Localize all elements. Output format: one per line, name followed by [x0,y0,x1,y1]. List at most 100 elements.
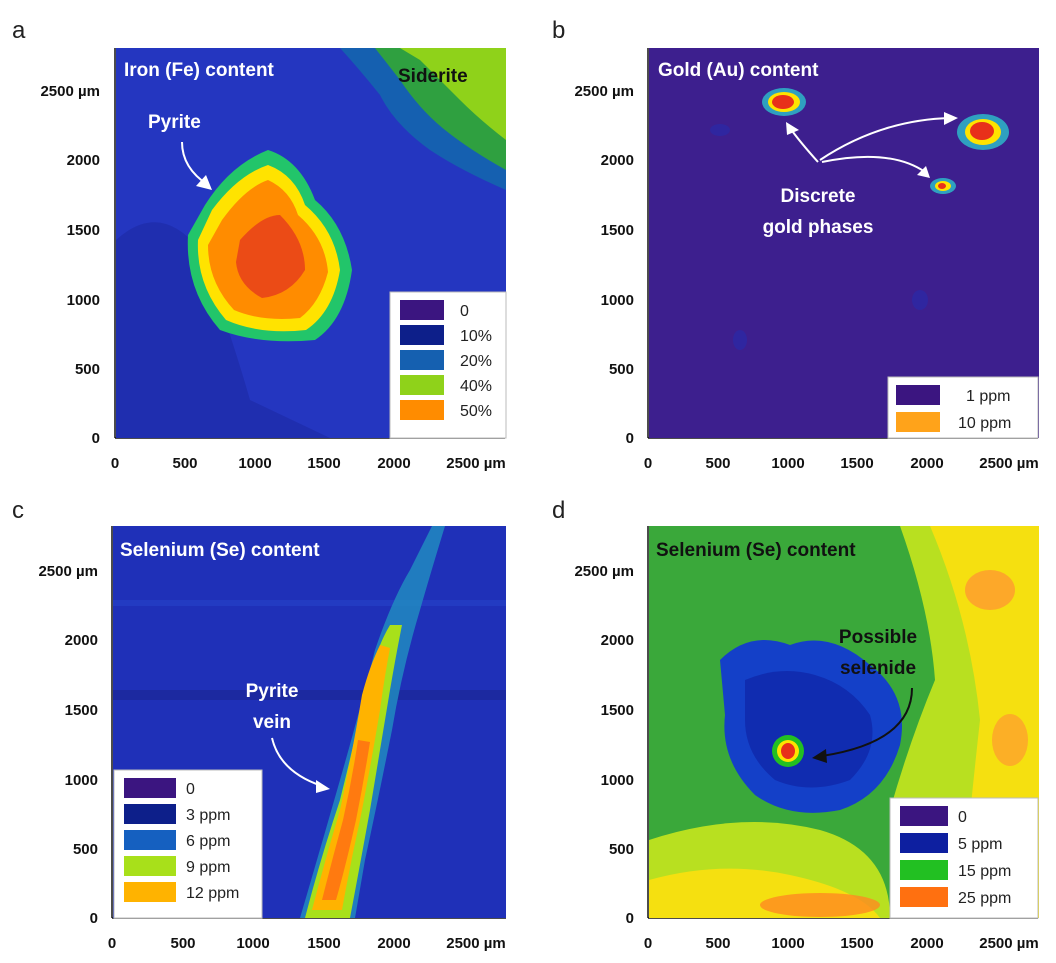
x-tick-labels: 0 500 1000 1500 2000 2500 µm [111,455,506,472]
y-tick-label: 500 [75,361,100,378]
y-tick-label: 2000 [67,152,100,169]
legend-swatch [400,325,444,345]
arrowhead-icon [812,749,827,763]
legend-label: 25 ppm [958,890,1011,907]
x-tick-label: 1500 [840,455,873,472]
x-tick-label: 500 [172,455,197,472]
legend-label: 5 ppm [958,836,1002,853]
x-axis: 0 500 1000 1500 2000 2500 µm [644,437,1039,472]
x-tick-label: 1000 [771,935,804,952]
chart-title: Gold (Au) content [658,60,819,81]
x-tick-label: 2000 [910,455,943,472]
annotation-line: gold phases [763,217,874,238]
legend-swatch [896,385,940,405]
y-tick-label: 0 [92,430,100,447]
x-tick-label: 2500 µm [979,455,1039,472]
annotation-line: vein [253,712,291,733]
annotation-pyrite: Pyrite [148,112,201,133]
legend-swatch [124,830,176,850]
au-map-chart: b 0 500 1000 1500 2000 2500 µm 0 500 100… [552,17,1039,472]
legend-label: 0 [186,781,195,798]
x-tick-label: 1000 [238,455,271,472]
x-tick-label: 1500 [840,935,873,952]
y-tick-label: 1000 [67,292,100,309]
legend-swatch [900,806,948,826]
heatmap-spot-high [992,714,1028,766]
y-tick-label: 2500 µm [574,83,634,100]
x-tick-labels: 0 500 1000 1500 2000 2500 µm [644,455,1039,472]
annotation-arrow [271,737,323,787]
heatmap-region-siderite-inner [400,48,506,140]
legend-label: 0 [958,809,967,826]
x-tick-labels: 0 500 1000 1500 2000 2500 µm [644,935,1039,952]
y-tick-label: 1500 [65,702,98,719]
x-tick-label: 2500 µm [979,935,1039,952]
panel-c: c 0 500 1000 1500 2000 2500 µm 0 500 100… [0,480,520,963]
panel-label: d [552,497,565,524]
legend-swatch [124,882,176,902]
heatmap-area [116,48,506,438]
x-tick-label: 2000 [910,935,943,952]
annotation-arrow [819,117,951,161]
y-tick-label: 1500 [601,702,634,719]
chart-title: Selenium (Se) content [656,540,856,561]
arrowhead-icon [316,780,330,793]
heatmap-band [113,690,506,700]
y-tick-label: 0 [90,910,98,927]
y-axis: 0 500 1000 1500 2000 2500 µm [38,526,113,927]
y-tick-label: 0 [626,430,634,447]
heatmap-spot [710,124,730,136]
y-tick-label: 1500 [67,222,100,239]
legend-label: 15 ppm [958,863,1011,880]
x-tick-label: 2500 µm [446,455,506,472]
legend-label: 12 ppm [186,885,239,902]
x-tick-label: 1000 [236,935,269,952]
y-tick-labels: 0 500 1000 1500 2000 2500 µm [40,83,100,447]
x-tick-label: 0 [108,935,116,952]
heatmap-band [113,600,506,606]
panel-b: b 0 500 1000 1500 2000 2500 µm 0 500 100… [540,0,1056,485]
legend-swatch [900,860,948,880]
panel-a: a 0 500 1000 1500 2000 2500 µm 0 500 100… [0,0,520,485]
x-tick-label: 500 [170,935,195,952]
vein-mid [312,645,390,910]
annotation-siderite: Siderite [398,66,468,87]
y-tick-label: 2000 [601,152,634,169]
arrowhead-icon [944,112,958,125]
legend: 0 3 ppm 6 ppm 9 ppm 12 ppm [113,769,263,919]
gold-phase-core [938,183,946,189]
annotation-line: Possible [839,627,917,648]
legend-swatch [124,804,176,824]
x-tick-label: 1500 [307,935,340,952]
y-tick-labels: 0 500 1000 1500 2000 2500 µm [38,563,98,927]
arrowhead-icon [786,122,799,135]
y-tick-label: 1000 [601,772,634,789]
heatmap-area [113,526,506,918]
x-tick-label: 1000 [771,455,804,472]
gold-phase-core [772,95,794,109]
legend-swatch [400,300,444,320]
legend-swatch [124,778,176,798]
x-tick-label: 1500 [307,455,340,472]
x-tick-label: 500 [705,455,730,472]
x-tick-labels: 0 500 1000 1500 2000 2500 µm [108,935,506,952]
legend-label: 6 ppm [186,833,230,850]
selenide-core [781,743,795,759]
heatmap-region-pyrite-core [236,215,305,298]
y-tick-label: 2500 µm [574,563,634,580]
heatmap-spot-high [760,893,880,917]
y-tick-label: 2500 µm [40,83,100,100]
legend-label: 40% [460,378,492,395]
legend-label: 10 ppm [958,415,1011,432]
y-tick-label: 500 [609,841,634,858]
y-tick-label: 2000 [601,632,634,649]
legend-label: 1 ppm [966,388,1010,405]
heatmap-area [649,48,1039,438]
panel-label: b [552,17,565,44]
y-tick-label: 1000 [65,772,98,789]
x-tick-label: 500 [705,935,730,952]
heatmap-spot [733,330,747,350]
x-axis: 0 500 1000 1500 2000 2500 µm [111,437,506,472]
legend-swatch [900,887,948,907]
y-tick-label: 500 [73,841,98,858]
